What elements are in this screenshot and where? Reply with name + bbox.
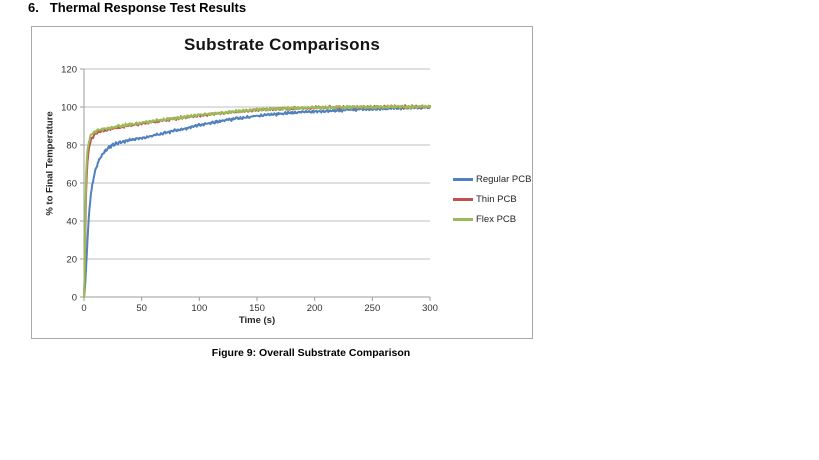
x-tick-label: 250 [364,303,380,314]
y-tick-label: 20 [66,255,77,266]
legend-item-thin-pcb: Thin PCB [453,189,531,209]
series-line-regular-pcb [83,105,431,298]
x-tick-label: 100 [191,303,207,314]
chart-panel: Substrate Comparisons % to Final Tempera… [31,26,533,339]
x-tick-label: 300 [422,303,438,314]
plot-area: 0 20 40 60 80 100 120 0 50 100 150 200 250 300 [61,65,438,315]
x-tick-label: 50 [136,303,147,314]
x-tick-label: 0 [81,303,86,314]
x-tick-label: 200 [307,303,323,314]
legend-line-swatch [453,197,473,201]
legend-item-flex-pcb: Flex PCB [453,209,531,229]
y-tick-label: 100 [61,103,77,114]
x-axis-title: Time (s) [238,315,276,326]
y-tick-label: 120 [61,65,77,76]
legend-line-swatch [453,217,473,221]
section-title: Thermal Response Test Results [49,0,247,15]
legend-line-swatch [453,177,473,181]
y-tick-label: 60 [66,179,77,190]
chart-legend: Regular PCB Thin PCB Flex PCB [453,169,531,229]
y-tick-label: 40 [66,217,77,228]
y-tick-label: 0 [72,293,77,304]
legend-label: Thin PCB [476,193,517,205]
figure-caption: Figure 9: Overall Substrate Comparison [211,347,411,359]
legend-label: Regular PCB [476,173,532,185]
section-heading: 6. Thermal Response Test Results [28,0,246,15]
section-number: 6. [28,0,39,15]
legend-item-regular-pcb: Regular PCB [453,169,531,189]
series-line-flex-pcb [83,104,431,298]
x-tick-label: 150 [249,303,265,314]
y-tick-label: 80 [66,141,77,152]
chart-title: Substrate Comparisons [184,35,380,54]
legend-label: Flex PCB [476,213,517,225]
series-line-thin-pcb [83,104,431,298]
